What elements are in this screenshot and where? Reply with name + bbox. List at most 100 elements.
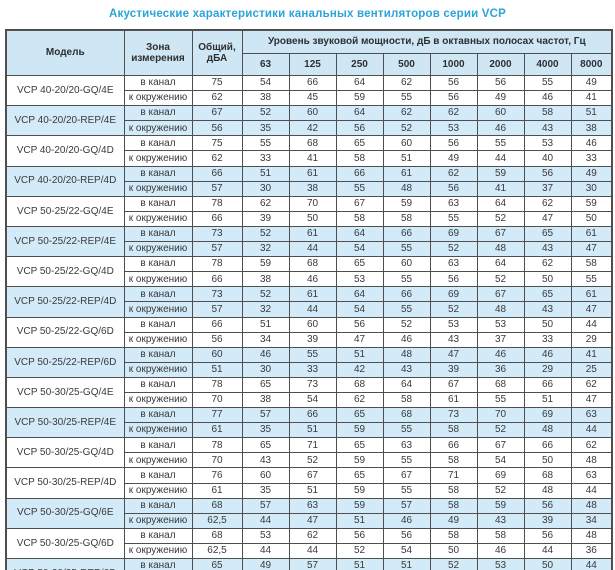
level-cell-2000hz: 59 (476, 497, 525, 514)
level-cell-8000hz: 49 (570, 165, 613, 182)
level-cell-1000hz: 63 (429, 256, 478, 273)
level-cell-250hz: 56 (335, 120, 384, 137)
model-cell: VCP 50-30/25-GQ/6E (5, 497, 125, 529)
header-frequency-63: 63 (241, 53, 290, 76)
table-row: VCP 50-25/22-REP/4D в канал 73 52 61 64 66 69 67… (5, 286, 613, 318)
level-cell-500hz: 60 (382, 135, 431, 152)
total-dba-cell: 62,5 (191, 542, 243, 560)
level-cell-250hz: 52 (335, 542, 384, 560)
level-cell-4000hz: 29 (523, 361, 572, 378)
level-cell-4000hz: 65 (523, 225, 572, 243)
model-cell: VCP 50-25/22-REP/4E (5, 225, 125, 258)
table-row: VCP 40-20/20-REP/4E в канал 67 52 60 64 62 62 60… (5, 105, 613, 137)
level-cell-63hz: 30 (241, 361, 290, 378)
level-cell-63hz: 35 (241, 422, 290, 439)
level-cell-2000hz: 55 (476, 391, 525, 409)
level-cell-63hz: 38 (241, 391, 290, 409)
level-cell-250hz: 54 (335, 241, 384, 258)
level-cell-63hz: 30 (241, 180, 290, 197)
model-cell: VCP 50-25/22-GQ/6D (5, 316, 125, 348)
level-cell-1000hz: 49 (429, 512, 478, 529)
level-cell-125hz: 51 (288, 482, 337, 499)
total-dba-cell: 61 (191, 422, 243, 439)
level-cell-1000hz: 52 (429, 301, 478, 318)
level-cell-8000hz: 61 (570, 225, 613, 243)
level-cell-125hz: 61 (288, 286, 337, 303)
total-dba-cell: 62,5 (191, 512, 243, 529)
level-cell-125hz: 44 (288, 542, 337, 560)
table-row: к окружению 70 38 54 62 58 61 55 51 47 (6, 391, 613, 409)
level-cell-63hz: 46 (241, 346, 290, 363)
level-cell-125hz: 46 (288, 271, 337, 288)
level-cell-1000hz: 67 (429, 376, 478, 393)
level-cell-63hz: 39 (241, 210, 290, 227)
level-cell-500hz: 43 (382, 361, 431, 378)
level-cell-500hz: 52 (382, 316, 431, 333)
model-cell: VCP 50-25/22-GQ/4E (5, 195, 125, 227)
level-cell-8000hz: 62 (570, 437, 613, 454)
level-cell-63hz: 51 (241, 165, 290, 182)
level-cell-4000hz: 50 (523, 557, 572, 570)
total-dba-cell: 56 (191, 120, 243, 137)
header-frequency-125: 125 (288, 53, 337, 76)
level-cell-500hz: 54 (382, 542, 431, 560)
zone-cell: в канал (123, 316, 193, 333)
total-dba-cell: 73 (191, 225, 243, 243)
table-row: VCP 50-25/22-REP/4E в канал 73 52 61 64 66 69 67… (5, 225, 613, 258)
level-cell-500hz: 68 (382, 407, 431, 424)
level-cell-4000hz: 66 (523, 437, 572, 454)
level-cell-2000hz: 49 (476, 90, 525, 107)
level-cell-8000hz: 48 (570, 452, 613, 469)
level-cell-1000hz: 53 (429, 120, 478, 137)
level-cell-1000hz: 58 (429, 482, 478, 499)
level-cell-4000hz: 69 (523, 407, 572, 424)
level-cell-125hz: 39 (288, 331, 337, 348)
level-cell-2000hz: 52 (476, 271, 525, 288)
level-cell-1000hz: 61 (429, 391, 478, 409)
total-dba-cell: 66 (191, 210, 243, 227)
level-cell-4000hz: 56 (523, 165, 572, 182)
level-cell-8000hz: 44 (570, 316, 613, 333)
table-row: к окружению 62 38 45 59 55 56 49 46 41 (6, 90, 613, 107)
level-cell-4000hz: 47 (523, 210, 572, 227)
level-cell-125hz: 71 (288, 437, 337, 454)
level-cell-250hz: 51 (335, 512, 384, 529)
zone-cell: в канал (123, 407, 193, 424)
table-row: VCP 50-30/25-REP/6Dв канал65495751515253… (5, 557, 613, 570)
level-cell-8000hz: 47 (570, 301, 613, 318)
level-cell-125hz: 44 (288, 241, 337, 258)
level-cell-4000hz: 48 (523, 482, 572, 499)
level-cell-2000hz: 68 (476, 376, 525, 393)
level-cell-1000hz: 58 (429, 497, 478, 514)
total-dba-cell: 78 (191, 437, 243, 454)
level-cell-2000hz: 52 (476, 210, 525, 227)
zone-cell: в канал (123, 437, 193, 454)
model-cell: VCP 50-25/22-GQ/4D (5, 256, 125, 288)
level-cell-250hz: 65 (335, 135, 384, 152)
level-cell-63hz: 34 (241, 331, 290, 348)
level-cell-4000hz: 44 (523, 542, 572, 560)
level-cell-1000hz: 69 (429, 286, 478, 303)
level-cell-2000hz: 48 (476, 301, 525, 318)
level-cell-1000hz: 56 (429, 271, 478, 288)
level-cell-1000hz: 66 (429, 437, 478, 454)
level-cell-8000hz: 51 (570, 105, 613, 122)
level-cell-8000hz: 61 (570, 286, 613, 303)
zone-cell: к окружению (123, 210, 193, 227)
level-cell-63hz: 52 (241, 286, 290, 303)
level-cell-63hz: 53 (241, 527, 290, 544)
model-cell: VCP 40-20/20-GQ/4E (5, 74, 125, 107)
total-dba-cell: 66 (191, 316, 243, 333)
level-cell-2000hz: 46 (476, 542, 525, 560)
level-cell-63hz: 44 (241, 542, 290, 560)
level-cell-4000hz: 40 (523, 150, 572, 167)
level-cell-250hz: 59 (335, 497, 384, 514)
level-cell-1000hz: 47 (429, 346, 478, 363)
header-zone: Зона измерения (123, 29, 193, 76)
zone-cell: к окружению (123, 452, 193, 469)
level-cell-8000hz: 33 (570, 150, 613, 167)
level-cell-2000hz: 67 (476, 286, 525, 303)
level-cell-500hz: 55 (382, 90, 431, 107)
level-cell-4000hz: 51 (523, 391, 572, 409)
level-cell-250hz: 51 (335, 346, 384, 363)
